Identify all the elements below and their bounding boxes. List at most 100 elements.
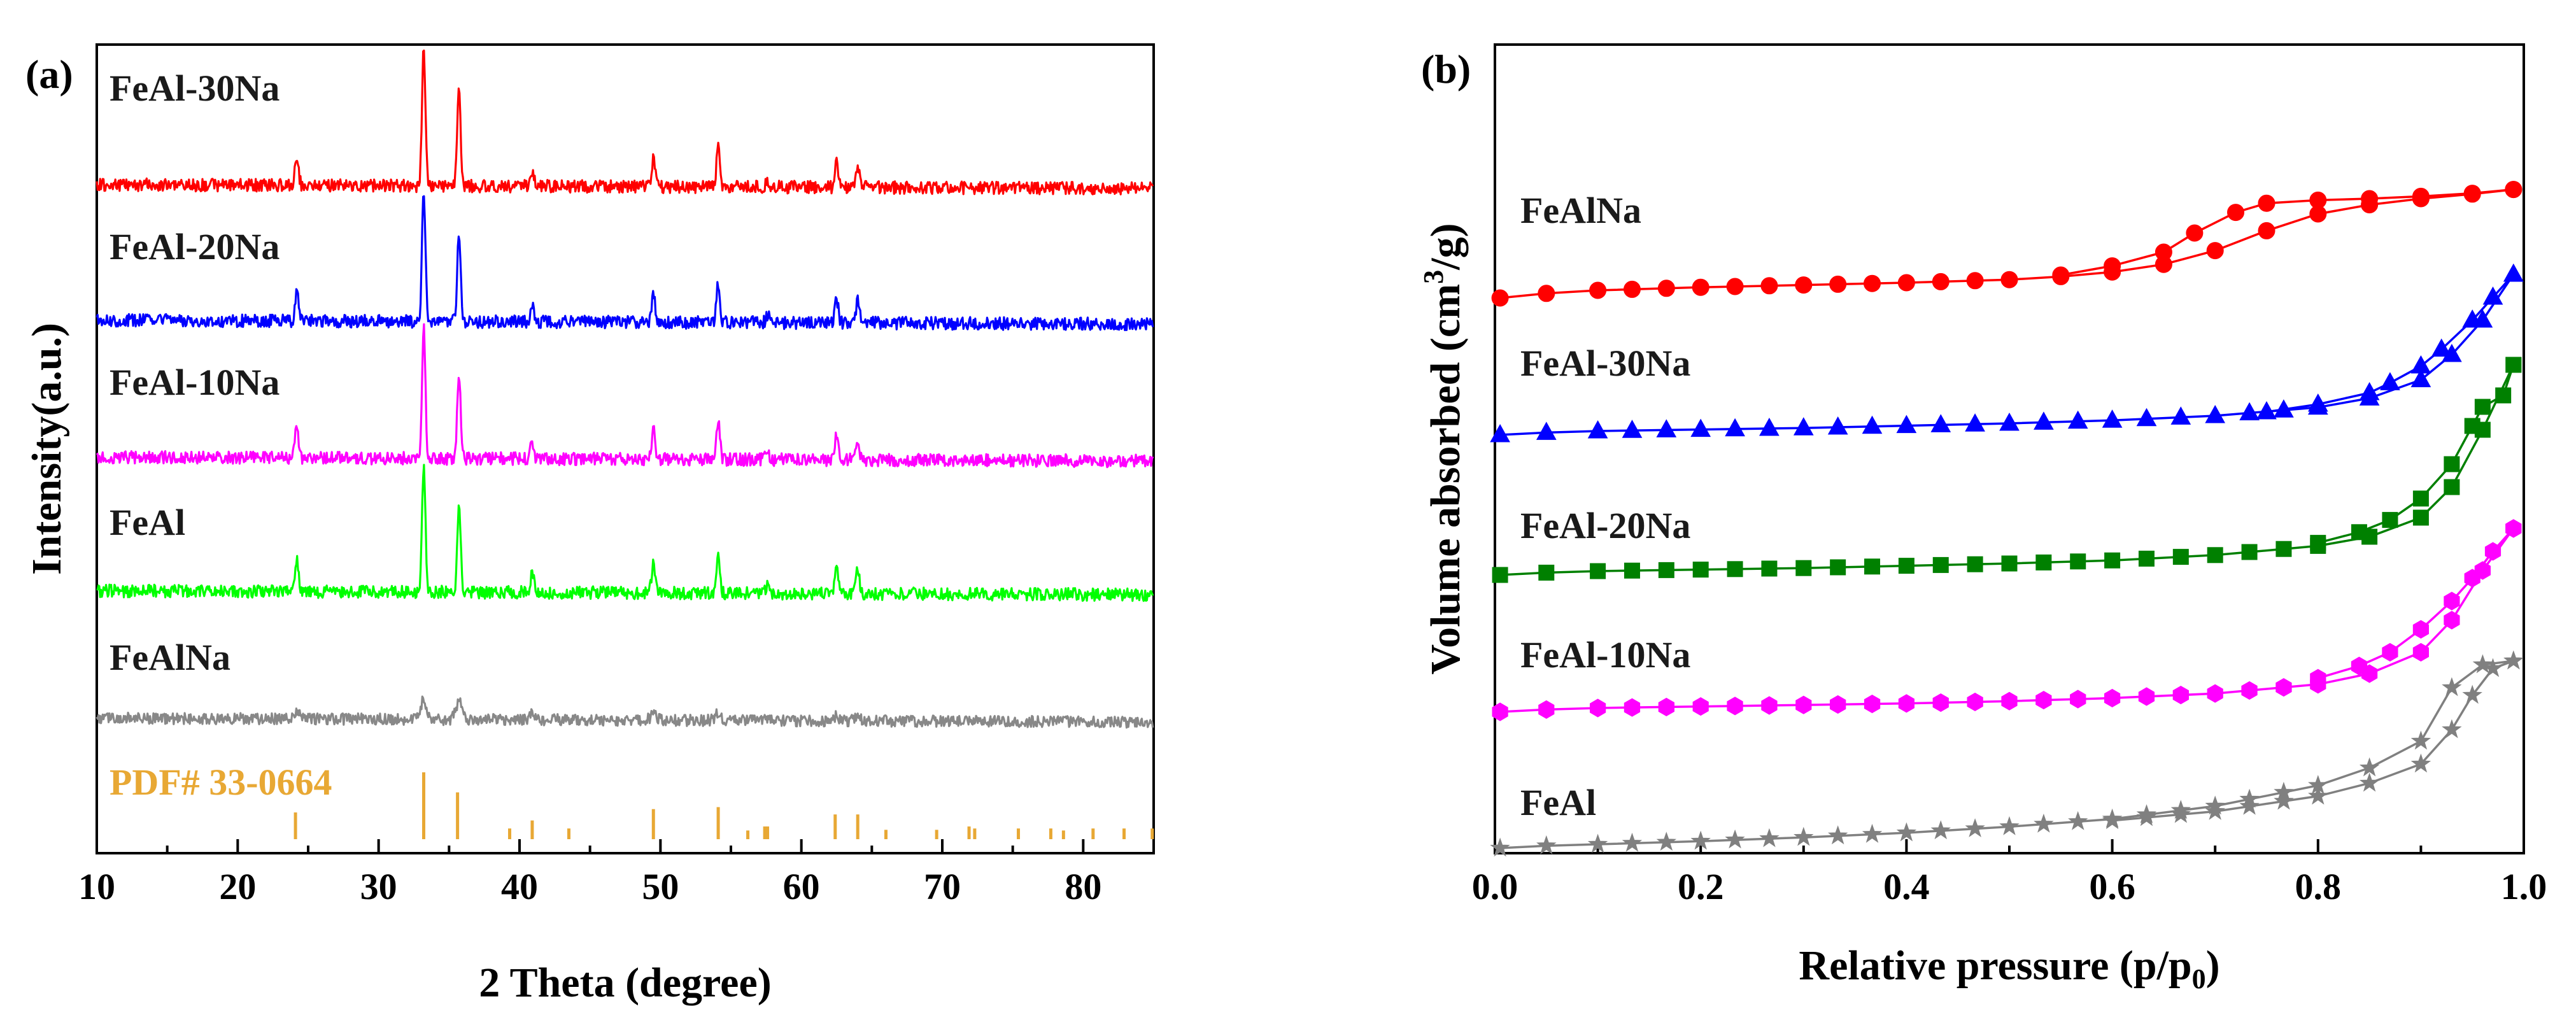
isotherm-point — [2442, 719, 2462, 739]
isotherm-point — [1862, 823, 1883, 843]
isotherm-point — [1656, 832, 1677, 851]
isotherm-point — [1965, 818, 1985, 837]
x-tick-label: 1.0 — [2501, 866, 2547, 907]
isotherm-point — [1624, 562, 1640, 579]
x-tick-label: 20 — [219, 866, 256, 907]
x-tick-label: 70 — [924, 866, 961, 907]
isotherm-series-label: FeAl-10Na — [1520, 634, 1690, 676]
isotherm-point — [1795, 695, 1812, 714]
isotherm-point — [2138, 687, 2155, 706]
isotherm-point — [1761, 560, 1778, 577]
isotherm-point — [1491, 289, 1509, 307]
panel-b-y-axis-title-close: /g) — [1422, 223, 1469, 271]
isotherm-point — [2034, 411, 2054, 430]
x-tick-label: 80 — [1065, 866, 1101, 907]
isotherm-point — [1930, 820, 1951, 840]
isotherm-point — [2136, 807, 2157, 826]
panel-b-label: (b) — [1421, 46, 1471, 92]
isotherm-point — [1587, 833, 1608, 853]
panel-b-y-axis-title-sup: 3 — [1418, 270, 1449, 284]
isotherm-point — [1658, 562, 1674, 578]
isotherm-point — [1590, 698, 1606, 718]
isotherm-point — [1830, 695, 1846, 714]
panel-a-reference-sticks — [294, 772, 1154, 839]
panel-b-series: FeAlNa FeAl-30Na FeAl-20Na FeAl-10Na FeAl — [1490, 181, 2524, 857]
x-tick-label: 30 — [360, 866, 397, 907]
isotherm-point — [1759, 417, 1780, 436]
isotherm-point — [2256, 400, 2277, 420]
isotherm-point — [2241, 681, 2258, 700]
isotherm-point — [2102, 409, 2123, 428]
isotherm-point — [2444, 456, 2460, 472]
isotherm-point — [2462, 684, 2482, 704]
isotherm-point — [1623, 280, 1641, 298]
isotherm-point — [2227, 204, 2245, 222]
isotherm-point — [2206, 242, 2224, 260]
isotherm-point — [2310, 535, 2326, 551]
isotherm-point — [2505, 357, 2522, 373]
isotherm-point — [2462, 309, 2483, 328]
isotherm-series-label: FeAl-20Na — [1520, 505, 1690, 546]
isotherm-point — [2472, 654, 2493, 674]
isotherm-point — [2275, 541, 2292, 557]
x-tick-label: 40 — [501, 866, 538, 907]
isotherm-point — [1967, 692, 1983, 711]
panel-b-x-axis-title-main: Relative pressure (p/p — [1799, 942, 2191, 989]
xrd-series-label: FeAl — [110, 502, 185, 543]
isotherm-point — [2205, 404, 2226, 423]
x-tick-label: 0.6 — [2089, 866, 2135, 907]
isotherm-point — [1657, 280, 1675, 297]
isotherm-point — [2361, 190, 2379, 208]
isotherm-branch-line — [1500, 660, 2514, 849]
isotherm-point — [1967, 556, 1983, 572]
isotherm-point — [1932, 693, 1949, 712]
isotherm-point — [1965, 413, 1985, 432]
xrd-series-label: FeAl-30Na — [110, 67, 280, 109]
panel-a-label: (a) — [25, 52, 73, 97]
isotherm-point — [1862, 415, 1883, 434]
isotherm-point — [1725, 418, 1745, 437]
pdf-reference-label: PDF# 33-0664 — [110, 761, 332, 803]
isotherm-point — [2172, 686, 2189, 705]
isotherm-point — [1490, 423, 1510, 443]
isotherm-point — [2410, 753, 2431, 773]
isotherm-point — [1897, 274, 1915, 292]
isotherm-point — [1690, 830, 1711, 850]
isotherm-point — [2308, 785, 2328, 805]
isotherm-series-label: FeAl — [1520, 782, 1596, 823]
xrd-series-line — [96, 464, 1154, 602]
isotherm-point — [2464, 418, 2480, 434]
isotherm-point — [2431, 338, 2452, 357]
isotherm-point — [1898, 694, 1914, 713]
isotherm-point — [2410, 730, 2431, 750]
isotherm-point — [2474, 399, 2491, 415]
isotherm-point — [2068, 811, 2088, 830]
isotherm-point — [2067, 410, 2088, 429]
isotherm-point — [2275, 678, 2292, 697]
isotherm-point — [2382, 512, 2398, 528]
isotherm-point — [1930, 414, 1951, 432]
isotherm-point — [1589, 281, 1607, 299]
isotherm-point — [2052, 266, 2070, 284]
isotherm-point — [2102, 810, 2123, 830]
isotherm-point — [2412, 620, 2429, 639]
isotherm-point — [2380, 372, 2400, 390]
isotherm-point — [1658, 697, 1674, 716]
isotherm-point — [1727, 561, 1743, 577]
isotherm-point — [1690, 418, 1711, 437]
isotherm-point — [2351, 524, 2367, 541]
isotherm-point — [1490, 837, 1510, 857]
isotherm-point — [2503, 650, 2524, 670]
isotherm-point — [2207, 547, 2223, 563]
isotherm-point — [1864, 695, 1881, 714]
isotherm-point — [2442, 677, 2462, 697]
isotherm-point — [2444, 479, 2460, 495]
xrd-series-line — [96, 323, 1154, 469]
isotherm-point — [1624, 698, 1641, 717]
isotherm-point — [2035, 554, 2052, 570]
isotherm-point — [2205, 800, 2225, 820]
isotherm-point — [2444, 611, 2460, 630]
isotherm-point — [2172, 549, 2189, 565]
isotherm-point — [1656, 419, 1677, 437]
